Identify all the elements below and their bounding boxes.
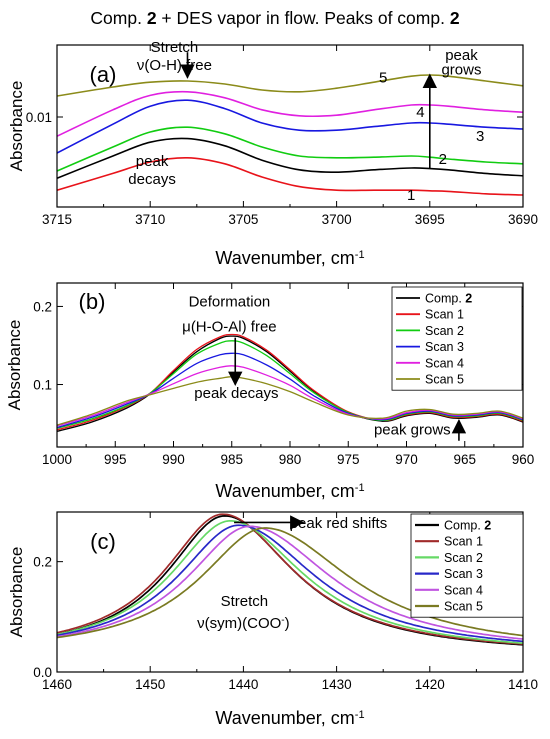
x-tick-label: 995: [104, 452, 127, 467]
legend-label: Scan 4: [444, 583, 483, 597]
annotation-text: peak: [445, 47, 478, 64]
y-axis-label: Absorbance: [7, 547, 26, 638]
x-axis-label: Wavenumber, cm-1: [215, 708, 364, 728]
x-tick-label: 980: [279, 452, 302, 467]
x-tick-label: 985: [220, 452, 243, 467]
annotation-text: Deformation: [189, 293, 271, 310]
title-middle: + DES vapor in flow. Peaks of comp.: [156, 8, 450, 28]
legend-label: Scan 3: [425, 340, 464, 354]
x-tick-label: 1460: [42, 677, 72, 692]
series-line-scan5: [57, 376, 523, 426]
y-tick-label: 0.01: [26, 110, 52, 125]
curve-label: 4: [416, 104, 424, 121]
y-tick-label: 0.0: [33, 665, 52, 680]
y-axis-label: Absorbance: [7, 81, 26, 172]
title-compound-number-2: 2: [449, 8, 460, 28]
annotation-text: peak grows: [374, 422, 451, 439]
legend-label: Scan 2: [425, 324, 464, 338]
legend-label: Scan 5: [425, 373, 464, 387]
legend-label: Scan 1: [444, 535, 483, 549]
x-tick-label: 1430: [322, 677, 352, 692]
x-tick-label: 3715: [42, 212, 72, 227]
x-tick-label: 960: [512, 452, 535, 467]
x-tick-label: 1000: [42, 452, 72, 467]
series-line-scan5: [57, 527, 523, 639]
y-tick-label: 0.2: [33, 555, 52, 570]
x-tick-label: 1410: [508, 677, 538, 692]
panel-label: (b): [79, 289, 106, 314]
chart-panel-c: 1460 1450 1440 1430 1420 1410 0.0 0.2 Wavenumber…: [7, 511, 538, 728]
x-tick-label: 975: [337, 452, 360, 467]
series-line-scan2: [57, 519, 523, 645]
annotation-text: grows: [441, 61, 481, 78]
x-tick-label: 3710: [135, 212, 165, 227]
x-tick-label: 3690: [508, 212, 538, 227]
figure-title: Comp. 2 + DES vapor in flow. Peaks of co…: [0, 8, 550, 29]
y-tick-label: 0.1: [33, 378, 52, 393]
x-tick-label: 970: [395, 452, 418, 467]
series-line-scan2: [57, 340, 523, 429]
legend-label: Scan 3: [444, 567, 483, 581]
annotation-text: peak decays: [194, 385, 278, 402]
x-axis-label: Wavenumber, cm-1: [215, 481, 364, 501]
x-tick-label: 3700: [322, 212, 352, 227]
annotation-text: μ(H-O-Al) free: [182, 318, 276, 335]
series-line-scan4: [57, 525, 523, 640]
legend: Comp. 2 Scan 1 Scan 2 Scan 3 Scan 4 Scan 5: [391, 286, 523, 391]
panel-label: (a): [90, 62, 117, 87]
annotation-text: ν(O-H) free: [137, 57, 212, 74]
title-compound-number: 2: [146, 8, 157, 28]
legend-box: [410, 513, 524, 618]
series-line-scan5: [57, 74, 523, 97]
x-tick-label: 1420: [415, 677, 445, 692]
y-axis-label: Absorbance: [5, 320, 24, 411]
curve-label: 2: [439, 151, 447, 168]
x-tick-label: 3695: [415, 212, 445, 227]
legend-label: Comp. 2: [444, 519, 491, 533]
title-prefix: Comp.: [90, 8, 147, 28]
curve-label: 1: [407, 187, 415, 204]
legend-label: Scan 2: [444, 551, 483, 565]
series-line-scan4: [57, 365, 523, 427]
x-axis-label: Wavenumber, cm-1: [215, 248, 364, 268]
curve-label: 5: [379, 69, 387, 86]
series-line-scan1: [57, 156, 523, 196]
annotation-text: Stretch: [221, 593, 269, 610]
series-line-scan3: [57, 524, 523, 643]
x-tick-label: 3705: [228, 212, 258, 227]
series-line-scan3: [57, 99, 523, 154]
legend-label: Scan 4: [425, 356, 464, 370]
series-line-scan2: [57, 126, 523, 172]
annotation-text: ν(sym)(COO-): [197, 614, 290, 632]
chart-panel-a: 3715 3710 3705 3700 3695 3690 0.01 Wavenumber, …: [7, 39, 538, 268]
series-line-comp2: [57, 137, 523, 179]
legend-label: Comp. 2: [425, 292, 472, 306]
x-tick-label: 965: [453, 452, 476, 467]
series-line-scan1: [57, 513, 523, 645]
series-group: [57, 74, 523, 196]
series-group: [57, 513, 523, 646]
x-tick-label: 1440: [228, 677, 258, 692]
legend: Comp. 2 Scan 1 Scan 2 Scan 3 Scan 4 Scan 5: [410, 513, 524, 618]
panel-label: (c): [90, 529, 116, 554]
annotation-text: decays: [128, 171, 176, 188]
legend-label: Scan 1: [425, 308, 464, 322]
legend-label: Scan 5: [444, 600, 483, 614]
curve-label: 3: [476, 128, 484, 145]
y-tick-label: 0.2: [33, 299, 52, 314]
annotation-text: Stretch: [151, 39, 199, 56]
series-group: [57, 333, 523, 433]
series-line-scan4: [57, 90, 523, 137]
annotation-text: peak red shifts: [290, 515, 388, 532]
chart-panel-b: 1000 995 990 985 980 975 970 965 960 0.1 0.2 Wavenu…: [5, 282, 535, 501]
legend-box: [391, 286, 523, 391]
x-tick-label: 990: [162, 452, 185, 467]
annotation-text: peak: [136, 153, 169, 170]
x-tick-label: 1450: [135, 677, 165, 692]
